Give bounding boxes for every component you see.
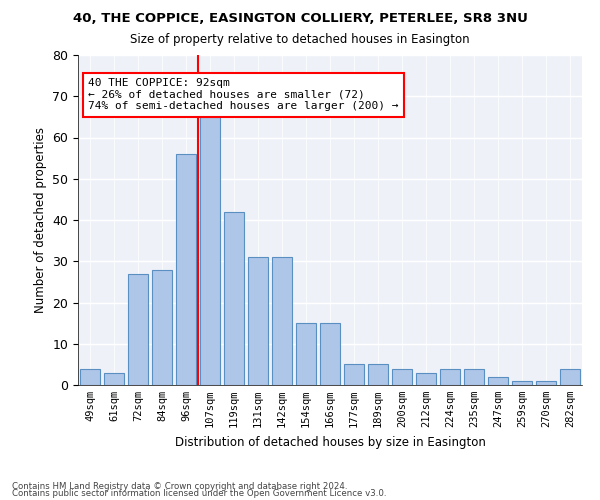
Bar (320, 323, 340, 385)
Text: Size of property relative to detached houses in Easington: Size of property relative to detached ho… (130, 32, 470, 46)
Bar (248, 257, 268, 385)
Bar (152, 270, 172, 385)
Bar (536, 381, 556, 385)
Text: Contains public sector information licensed under the Open Government Licence v3: Contains public sector information licen… (12, 490, 386, 498)
Bar (512, 381, 532, 385)
Bar (224, 212, 244, 385)
Bar (128, 274, 148, 385)
Bar (416, 372, 436, 385)
Bar (176, 154, 196, 385)
Bar (272, 257, 292, 385)
Bar (464, 368, 484, 385)
Bar (368, 364, 388, 385)
Bar (392, 368, 412, 385)
Bar (104, 372, 124, 385)
X-axis label: Distribution of detached houses by size in Easington: Distribution of detached houses by size … (175, 436, 485, 448)
Text: Contains HM Land Registry data © Crown copyright and database right 2024.: Contains HM Land Registry data © Crown c… (12, 482, 347, 491)
Text: 40 THE COPPICE: 92sqm
← 26% of detached houses are smaller (72)
74% of semi-deta: 40 THE COPPICE: 92sqm ← 26% of detached … (88, 78, 398, 112)
Bar (560, 368, 580, 385)
Bar (80, 368, 100, 385)
Y-axis label: Number of detached properties: Number of detached properties (34, 127, 47, 313)
Bar (296, 323, 316, 385)
Bar (200, 117, 220, 385)
Bar (440, 368, 460, 385)
Bar (344, 364, 364, 385)
Bar (488, 377, 508, 385)
Text: 40, THE COPPICE, EASINGTON COLLIERY, PETERLEE, SR8 3NU: 40, THE COPPICE, EASINGTON COLLIERY, PET… (73, 12, 527, 26)
